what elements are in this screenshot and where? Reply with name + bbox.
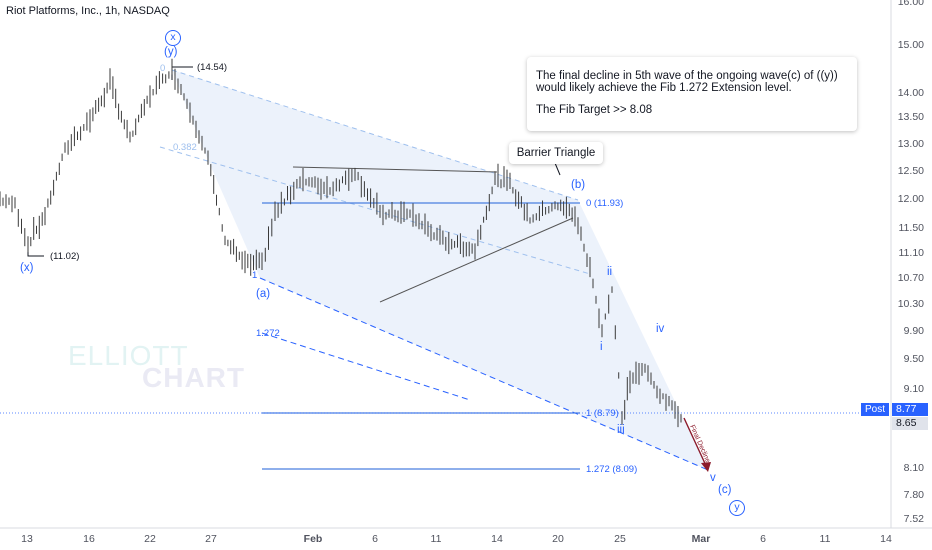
wave-iii: iii <box>617 424 625 436</box>
time-tick: Feb <box>303 533 323 545</box>
ohlc-bars <box>0 58 682 428</box>
symbol-title: Riot Platforms, Inc., 1h, NASDAQ <box>6 5 170 17</box>
fib-0382-label: 0.382 <box>173 142 197 153</box>
price-tick: 14.00 <box>897 87 924 99</box>
wave-iv: iv <box>656 323 665 335</box>
price-tick: 11.10 <box>898 247 925 259</box>
price-tick: 13.50 <box>897 111 924 123</box>
fib-zero-label: 0 <box>160 63 166 74</box>
final-decline-arrowhead <box>701 462 711 472</box>
time-tick: 25 <box>614 533 626 545</box>
time-tick: 11 <box>430 533 442 545</box>
wave-x-circled: x <box>165 30 181 46</box>
current-price-label: 8.77 <box>892 403 928 416</box>
analysis-callout[interactable]: The final decline in 5th wave of the ong… <box>527 57 857 131</box>
low-value-label: (11.02) <box>50 251 80 262</box>
price-tick: 7.80 <box>903 489 924 501</box>
callout-line-3: The Fib Target >> 8.08 <box>536 104 653 116</box>
price-tick: 9.90 <box>903 325 924 337</box>
barrier-triangle-label[interactable]: Barrier Triangle <box>509 142 603 164</box>
price-tick: 10.30 <box>897 298 924 310</box>
price-tick: 12.50 <box>897 165 924 177</box>
watermark-chart: CHART <box>142 362 245 393</box>
wave-a-paren: (a) <box>256 288 271 300</box>
wave-b-paren: (b) <box>571 179 586 191</box>
time-tick: 13 <box>21 533 33 545</box>
watermark-elliott: ELLIOTT <box>68 340 189 371</box>
price-tick: 16.00 <box>897 0 924 8</box>
time-tick: 6 <box>372 533 378 545</box>
wave-c-paren: (c) <box>718 484 732 496</box>
wave-x-paren: (x) <box>20 262 34 274</box>
price-tick: 9.10 <box>903 383 924 395</box>
c-one-label: 1 (8.79) <box>586 408 619 419</box>
fib-one-label: 1 <box>252 270 258 281</box>
price-tick: 8.10 <box>903 462 924 474</box>
price-tick: 9.50 <box>903 353 924 365</box>
final-decline-arrow <box>683 417 709 471</box>
price-tick: 11.50 <box>898 222 925 234</box>
wave-y-circled: y <box>729 500 745 516</box>
wave-y-paren: (y) <box>164 46 178 58</box>
time-tick: 6 <box>760 533 766 545</box>
time-tick: 14 <box>880 533 892 545</box>
triangle-upper-line <box>292 166 498 173</box>
time-tick: 16 <box>83 533 95 545</box>
price-tick: 15.00 <box>897 39 924 51</box>
channel-lower-line <box>259 277 709 471</box>
wave-v: v <box>710 472 716 484</box>
fib-1272-label: 1.272 <box>256 328 280 339</box>
wave-ii: ii <box>607 266 613 278</box>
secondary-price-label: 8.65 <box>892 417 928 430</box>
channel-lower-line-2 <box>261 332 471 401</box>
price-tick: 10.70 <box>897 272 924 284</box>
callout-line-1: The final decline in 5th wave of the ong… <box>536 70 838 82</box>
price-tick: 7.52 <box>903 513 924 525</box>
time-tick: 11 <box>819 533 831 545</box>
high-value-label: (14.54) <box>197 62 228 73</box>
channel-fill <box>172 70 708 470</box>
post-market-badge: Post <box>861 403 889 416</box>
price-tick: 13.00 <box>897 138 924 150</box>
time-tick: Mar <box>691 533 711 545</box>
time-tick: 27 <box>205 533 217 545</box>
c-1272-label: 1.272 (8.09) <box>586 464 638 475</box>
price-tick: 12.00 <box>897 193 924 205</box>
callout-line-2: would likely achieve the Fib 1.272 Exten… <box>536 82 792 94</box>
time-tick: 20 <box>552 533 564 545</box>
triangle-lower-line <box>379 217 574 303</box>
time-tick: 14 <box>491 533 503 545</box>
b-zero-label: 0 (11.93) <box>586 198 624 209</box>
wave-i: i <box>600 341 603 353</box>
barrier-pointer <box>554 162 561 176</box>
time-tick: 22 <box>144 533 156 545</box>
channel-mid-line <box>159 146 591 275</box>
